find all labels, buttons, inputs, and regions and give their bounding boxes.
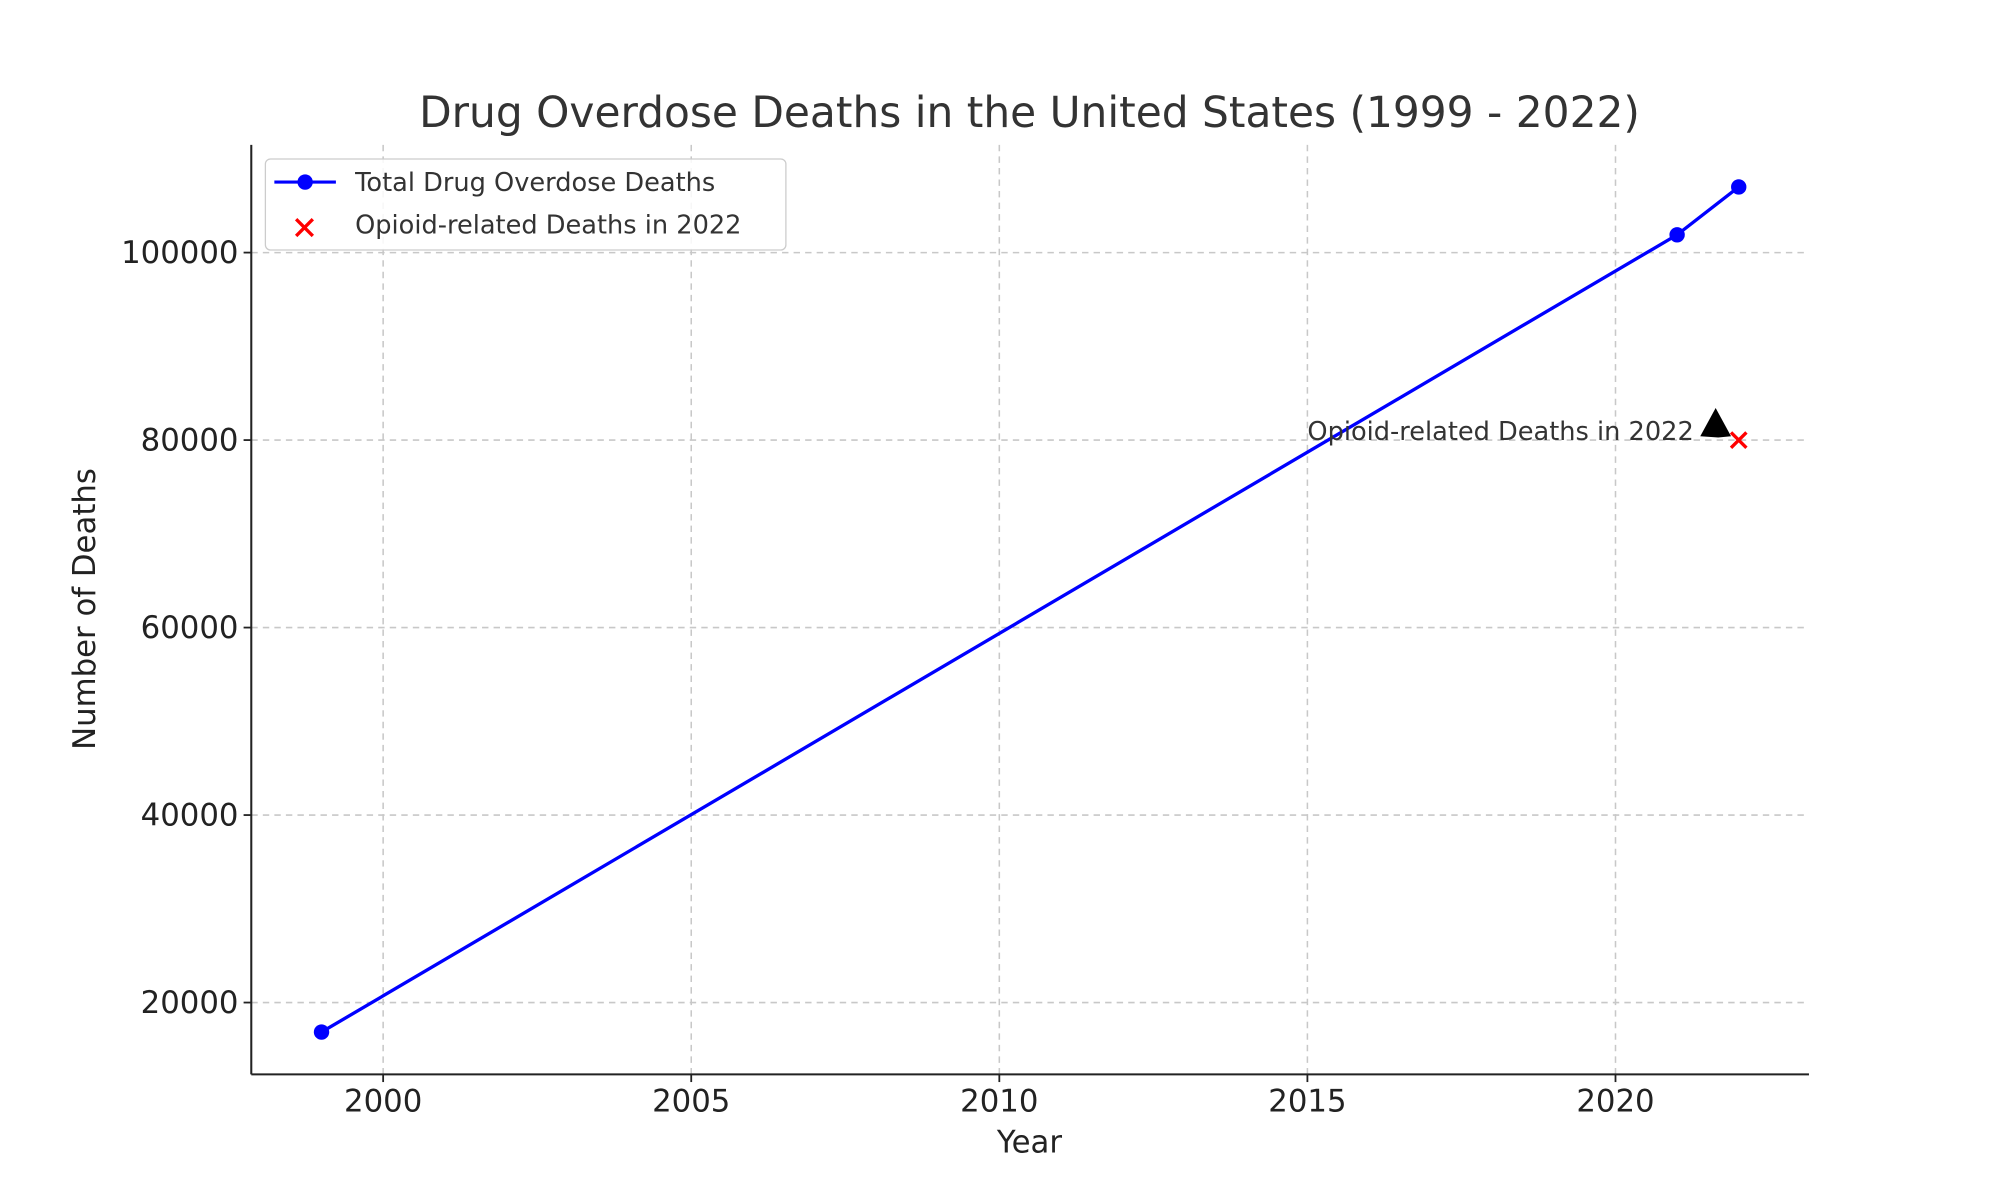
legend-label-opioid: Opioid-related Deaths in 2022 bbox=[355, 210, 741, 240]
annotation-text: Opioid-related Deaths in 2022 bbox=[1307, 417, 1693, 447]
legend-circle-marker bbox=[297, 174, 313, 190]
legend-box bbox=[264, 158, 787, 251]
total-deaths-line bbox=[320, 185, 1740, 1034]
y-axis-label: Number of Deaths bbox=[67, 468, 103, 750]
y-tick-label: 80000 bbox=[141, 422, 239, 458]
y-tick-label: 100000 bbox=[121, 235, 238, 271]
legend-label-total: Total Drug Overdose Deaths bbox=[354, 168, 715, 198]
y-tick-label: 20000 bbox=[141, 985, 239, 1021]
opioid-deaths-point bbox=[1729, 431, 1748, 449]
legend: Total Drug Overdose Deaths Opioid-relate… bbox=[264, 158, 787, 251]
x-tick-label: 2005 bbox=[652, 1084, 730, 1120]
x-tick-label: 2020 bbox=[1576, 1084, 1654, 1120]
x-tick-label: 2015 bbox=[1268, 1084, 1346, 1120]
total-deaths-point bbox=[313, 1024, 330, 1040]
total-deaths-point bbox=[1669, 227, 1685, 243]
y-tick-label: 60000 bbox=[141, 610, 239, 646]
chart-title: Drug Overdose Deaths in the United State… bbox=[419, 88, 1640, 137]
x-axis-label: Year bbox=[996, 1125, 1062, 1161]
annotation-arrowhead bbox=[1700, 408, 1732, 438]
legend-x-marker bbox=[294, 218, 314, 238]
x-tick-label: 2000 bbox=[344, 1084, 422, 1120]
x-tick-label: 2010 bbox=[960, 1084, 1038, 1120]
y-tick-label: 40000 bbox=[141, 797, 239, 833]
total-deaths-point bbox=[1731, 179, 1747, 195]
